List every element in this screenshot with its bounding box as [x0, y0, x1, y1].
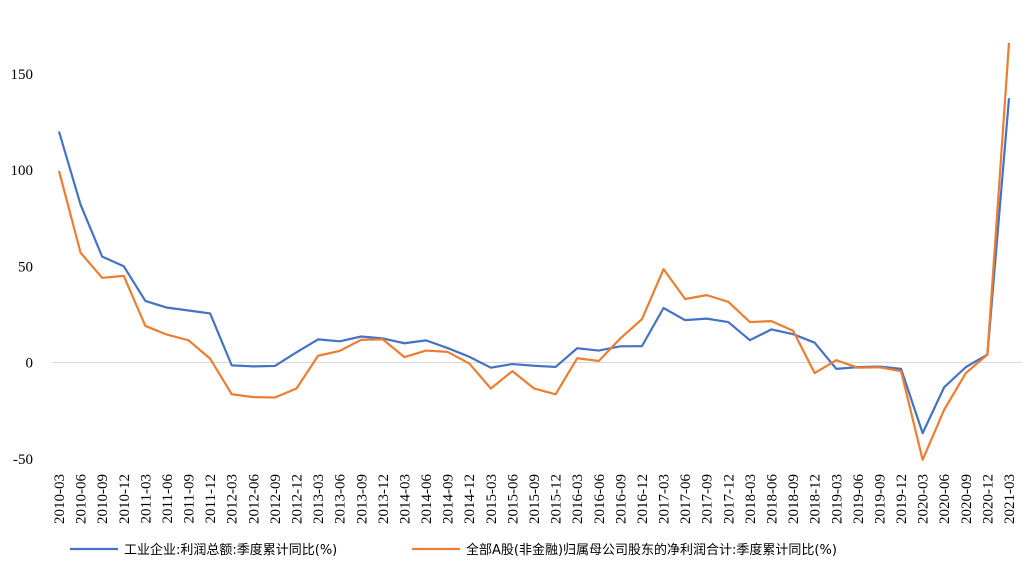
x-tick-label: 2011-03 [138, 474, 154, 523]
x-tick-label: 2011-06 [160, 474, 176, 524]
x-tick-label: 2016-06 [592, 474, 608, 524]
x-tick-label: 2010-06 [74, 474, 90, 524]
x-tick-label: 2012-03 [225, 474, 241, 524]
series-line-1 [57, 98, 1011, 435]
x-tick-label: 2015-06 [505, 474, 521, 524]
legend-label-series-2: 全部A股(非金融)归属母公司股东的净利润合计:季度累计同比(%) [466, 542, 837, 558]
x-axis: 2010-03 2010-06 2010-09 2010-12 2011-03 2011-… [52, 474, 1018, 524]
x-tick-label: 2019-12 [894, 474, 910, 524]
x-tick-label: 2012-06 [246, 474, 262, 524]
x-tick-label: 2015-09 [527, 474, 543, 524]
x-tick-label: 2015-03 [484, 474, 500, 524]
x-tick-label: 2018-12 [808, 474, 824, 524]
x-tick-label: 2018-06 [765, 474, 781, 524]
x-tick-label: 2019-09 [872, 474, 888, 524]
series-layer [57, 42, 1011, 461]
x-tick-label: 2019-03 [829, 474, 845, 524]
x-tick-label: 2020-12 [980, 474, 996, 524]
x-tick-label: 2012-09 [268, 474, 284, 524]
x-tick-label: 2011-12 [203, 474, 219, 523]
y-tick-label: 100 [11, 163, 34, 179]
x-tick-label: 2016-12 [635, 474, 651, 524]
x-tick-label: 2020-09 [959, 474, 975, 524]
y-tick-label: -50 [13, 452, 33, 468]
x-tick-label: 2013-12 [376, 474, 392, 524]
x-tick-label: 2017-06 [678, 474, 694, 524]
y-tick-label: 50 [18, 259, 33, 275]
x-tick-label: 2012-12 [290, 474, 306, 524]
x-tick-label: 2021-03 [1002, 474, 1018, 524]
x-tick-label: 2016-03 [570, 474, 586, 524]
x-tick-label: 2018-09 [786, 474, 802, 524]
x-tick-label: 2017-09 [700, 474, 716, 524]
legend: 工业企业:利润总额:季度累计同比(%) 全部A股(非金融)归属母公司股东的净利润… [70, 542, 837, 558]
x-tick-label: 2018-03 [743, 474, 759, 524]
x-tick-label: 2014-09 [441, 474, 457, 524]
x-tick-label: 2011-09 [182, 474, 198, 523]
legend-label-series-1: 工业企业:利润总额:季度累计同比(%) [124, 542, 337, 558]
x-tick-label: 2017-03 [657, 474, 673, 524]
x-tick-label: 2013-06 [333, 474, 349, 524]
x-tick-label: 2019-06 [851, 474, 867, 524]
y-axis: -50 0 50 100 150 [11, 67, 34, 468]
x-tick-label: 2010-09 [95, 474, 111, 524]
x-tick-label: 2010-03 [52, 474, 68, 524]
x-tick-label: 2020-06 [937, 474, 953, 524]
x-tick-label: 2013-09 [354, 474, 370, 524]
x-tick-label: 2010-12 [117, 474, 133, 524]
x-tick-label: 2020-03 [916, 474, 932, 524]
x-tick-label: 2013-03 [311, 474, 327, 524]
x-tick-label: 2016-09 [613, 474, 629, 524]
y-tick-label: 0 [26, 356, 34, 372]
series-line-2 [57, 42, 1011, 461]
x-tick-label: 2015-12 [549, 474, 565, 524]
y-tick-label: 150 [11, 67, 34, 83]
x-tick-label: 2014-03 [397, 474, 413, 524]
x-tick-label: 2014-12 [462, 474, 478, 524]
x-tick-label: 2017-12 [721, 474, 737, 524]
x-tick-label: 2014-06 [419, 474, 435, 524]
